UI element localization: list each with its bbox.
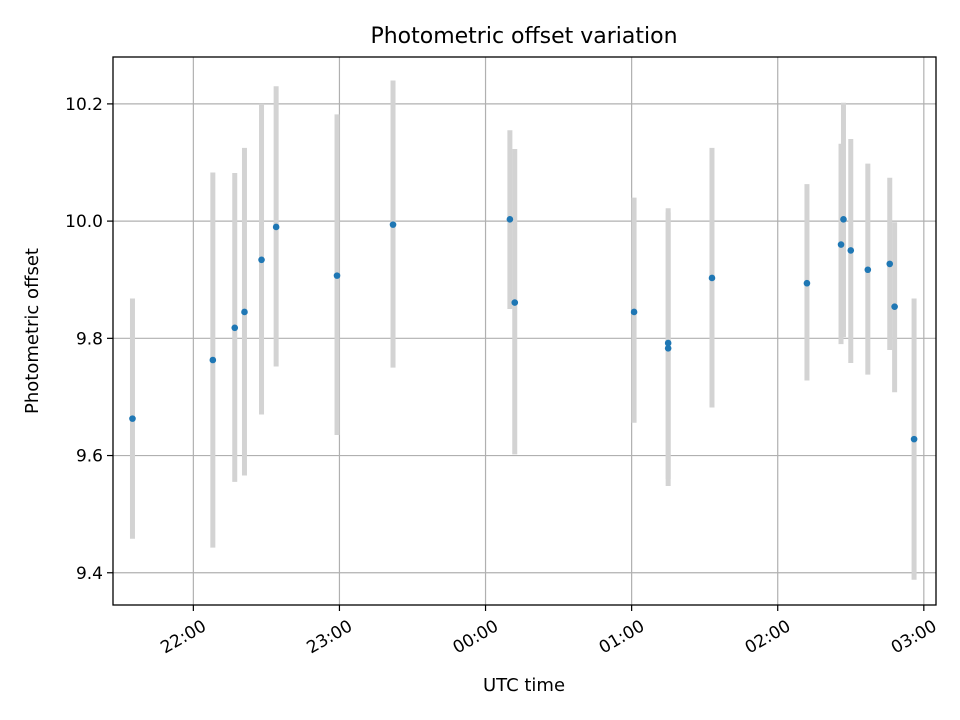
data-point [910, 435, 918, 443]
plot-frame [112, 56, 937, 606]
data-point [840, 216, 847, 223]
y-tick-label: 10.2 [65, 95, 103, 115]
y-axis-ticks: 9.4 9.6 9.8 10.0 10.2 [65, 95, 113, 584]
data-point [511, 299, 519, 306]
data-points [129, 216, 918, 443]
data-point [708, 274, 716, 282]
data-point [886, 260, 894, 268]
data-point [258, 256, 265, 264]
data-point [864, 266, 872, 274]
data-point [506, 216, 514, 223]
y-tick-label: 10.0 [65, 212, 103, 232]
data-point [847, 247, 855, 254]
data-point [630, 308, 638, 316]
data-point [389, 221, 397, 228]
y-tick-label: 9.6 [76, 447, 103, 467]
data-point [241, 308, 248, 316]
chart-title: Photometric offset variation [370, 24, 677, 49]
data-point [664, 344, 672, 352]
data-point [837, 241, 845, 248]
data-point [209, 356, 217, 364]
y-tick-label: 9.8 [76, 329, 103, 349]
data-point [129, 415, 136, 422]
data-point [803, 279, 811, 287]
data-point [891, 303, 898, 310]
data-point [664, 339, 672, 347]
x-axis-label: UTC time [483, 675, 565, 696]
y-tick-label: 9.4 [76, 564, 103, 584]
data-point [231, 324, 239, 332]
data-point [272, 223, 280, 231]
data-point [333, 272, 341, 279]
y-axis-label: Photometric offset [22, 248, 43, 414]
